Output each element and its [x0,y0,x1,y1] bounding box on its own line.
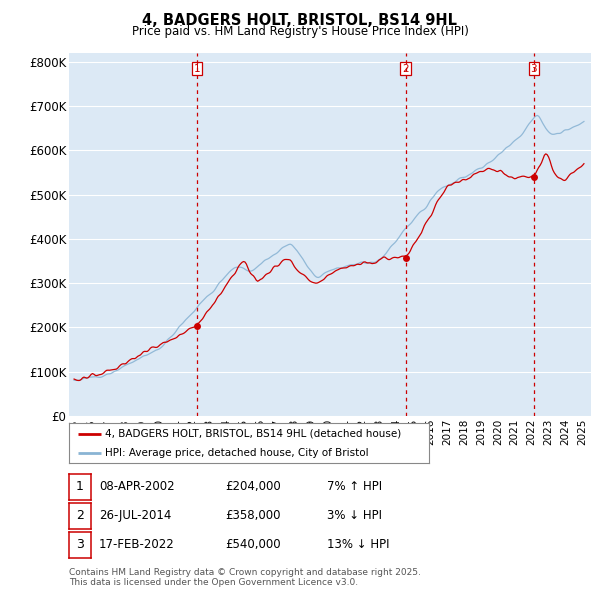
Text: 2: 2 [76,509,84,522]
Text: HPI: Average price, detached house, City of Bristol: HPI: Average price, detached house, City… [105,448,368,458]
Text: 17-FEB-2022: 17-FEB-2022 [99,538,175,551]
Text: £540,000: £540,000 [225,538,281,551]
Text: Price paid vs. HM Land Registry's House Price Index (HPI): Price paid vs. HM Land Registry's House … [131,25,469,38]
Text: 26-JUL-2014: 26-JUL-2014 [99,509,172,522]
Text: 3% ↓ HPI: 3% ↓ HPI [327,509,382,522]
Text: 1: 1 [194,64,200,74]
Text: 1: 1 [76,480,84,493]
Text: 13% ↓ HPI: 13% ↓ HPI [327,538,389,551]
Text: £204,000: £204,000 [225,480,281,493]
Text: 3: 3 [530,64,537,74]
Text: 08-APR-2002: 08-APR-2002 [99,480,175,493]
Text: 7% ↑ HPI: 7% ↑ HPI [327,480,382,493]
Text: 2: 2 [402,64,409,74]
Text: 3: 3 [76,538,84,551]
Text: £358,000: £358,000 [225,509,281,522]
Text: Contains HM Land Registry data © Crown copyright and database right 2025.
This d: Contains HM Land Registry data © Crown c… [69,568,421,587]
Text: 4, BADGERS HOLT, BRISTOL, BS14 9HL (detached house): 4, BADGERS HOLT, BRISTOL, BS14 9HL (deta… [105,429,401,439]
Text: 4, BADGERS HOLT, BRISTOL, BS14 9HL: 4, BADGERS HOLT, BRISTOL, BS14 9HL [143,13,458,28]
